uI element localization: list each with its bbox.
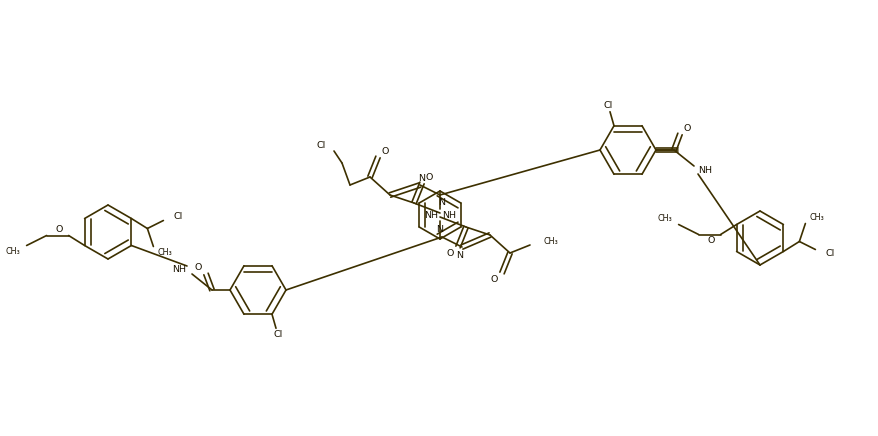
Text: Cl: Cl <box>316 140 326 150</box>
Text: O: O <box>382 146 389 156</box>
Text: O: O <box>194 263 202 272</box>
Text: N: N <box>436 225 443 234</box>
Text: N: N <box>418 174 425 183</box>
Text: Cl: Cl <box>173 212 183 221</box>
Text: O: O <box>490 275 498 283</box>
Text: O: O <box>55 225 62 234</box>
Text: NH: NH <box>423 211 437 219</box>
Text: N: N <box>438 198 445 207</box>
Text: Cl: Cl <box>273 330 283 339</box>
Text: Cl: Cl <box>824 249 834 258</box>
Text: NH: NH <box>442 211 456 219</box>
Text: CH₃: CH₃ <box>6 247 20 256</box>
Text: O: O <box>683 123 691 133</box>
Text: CH₃: CH₃ <box>543 236 558 245</box>
Text: NH: NH <box>172 266 186 275</box>
Text: CH₃: CH₃ <box>657 214 672 223</box>
Text: O: O <box>426 173 433 181</box>
Text: N: N <box>456 251 463 259</box>
Text: CH₃: CH₃ <box>809 213 824 222</box>
Text: O: O <box>707 236 714 245</box>
Text: O: O <box>446 249 453 258</box>
Text: CH₃: CH₃ <box>157 248 172 257</box>
Text: NH: NH <box>697 166 711 174</box>
Text: Cl: Cl <box>602 101 612 110</box>
